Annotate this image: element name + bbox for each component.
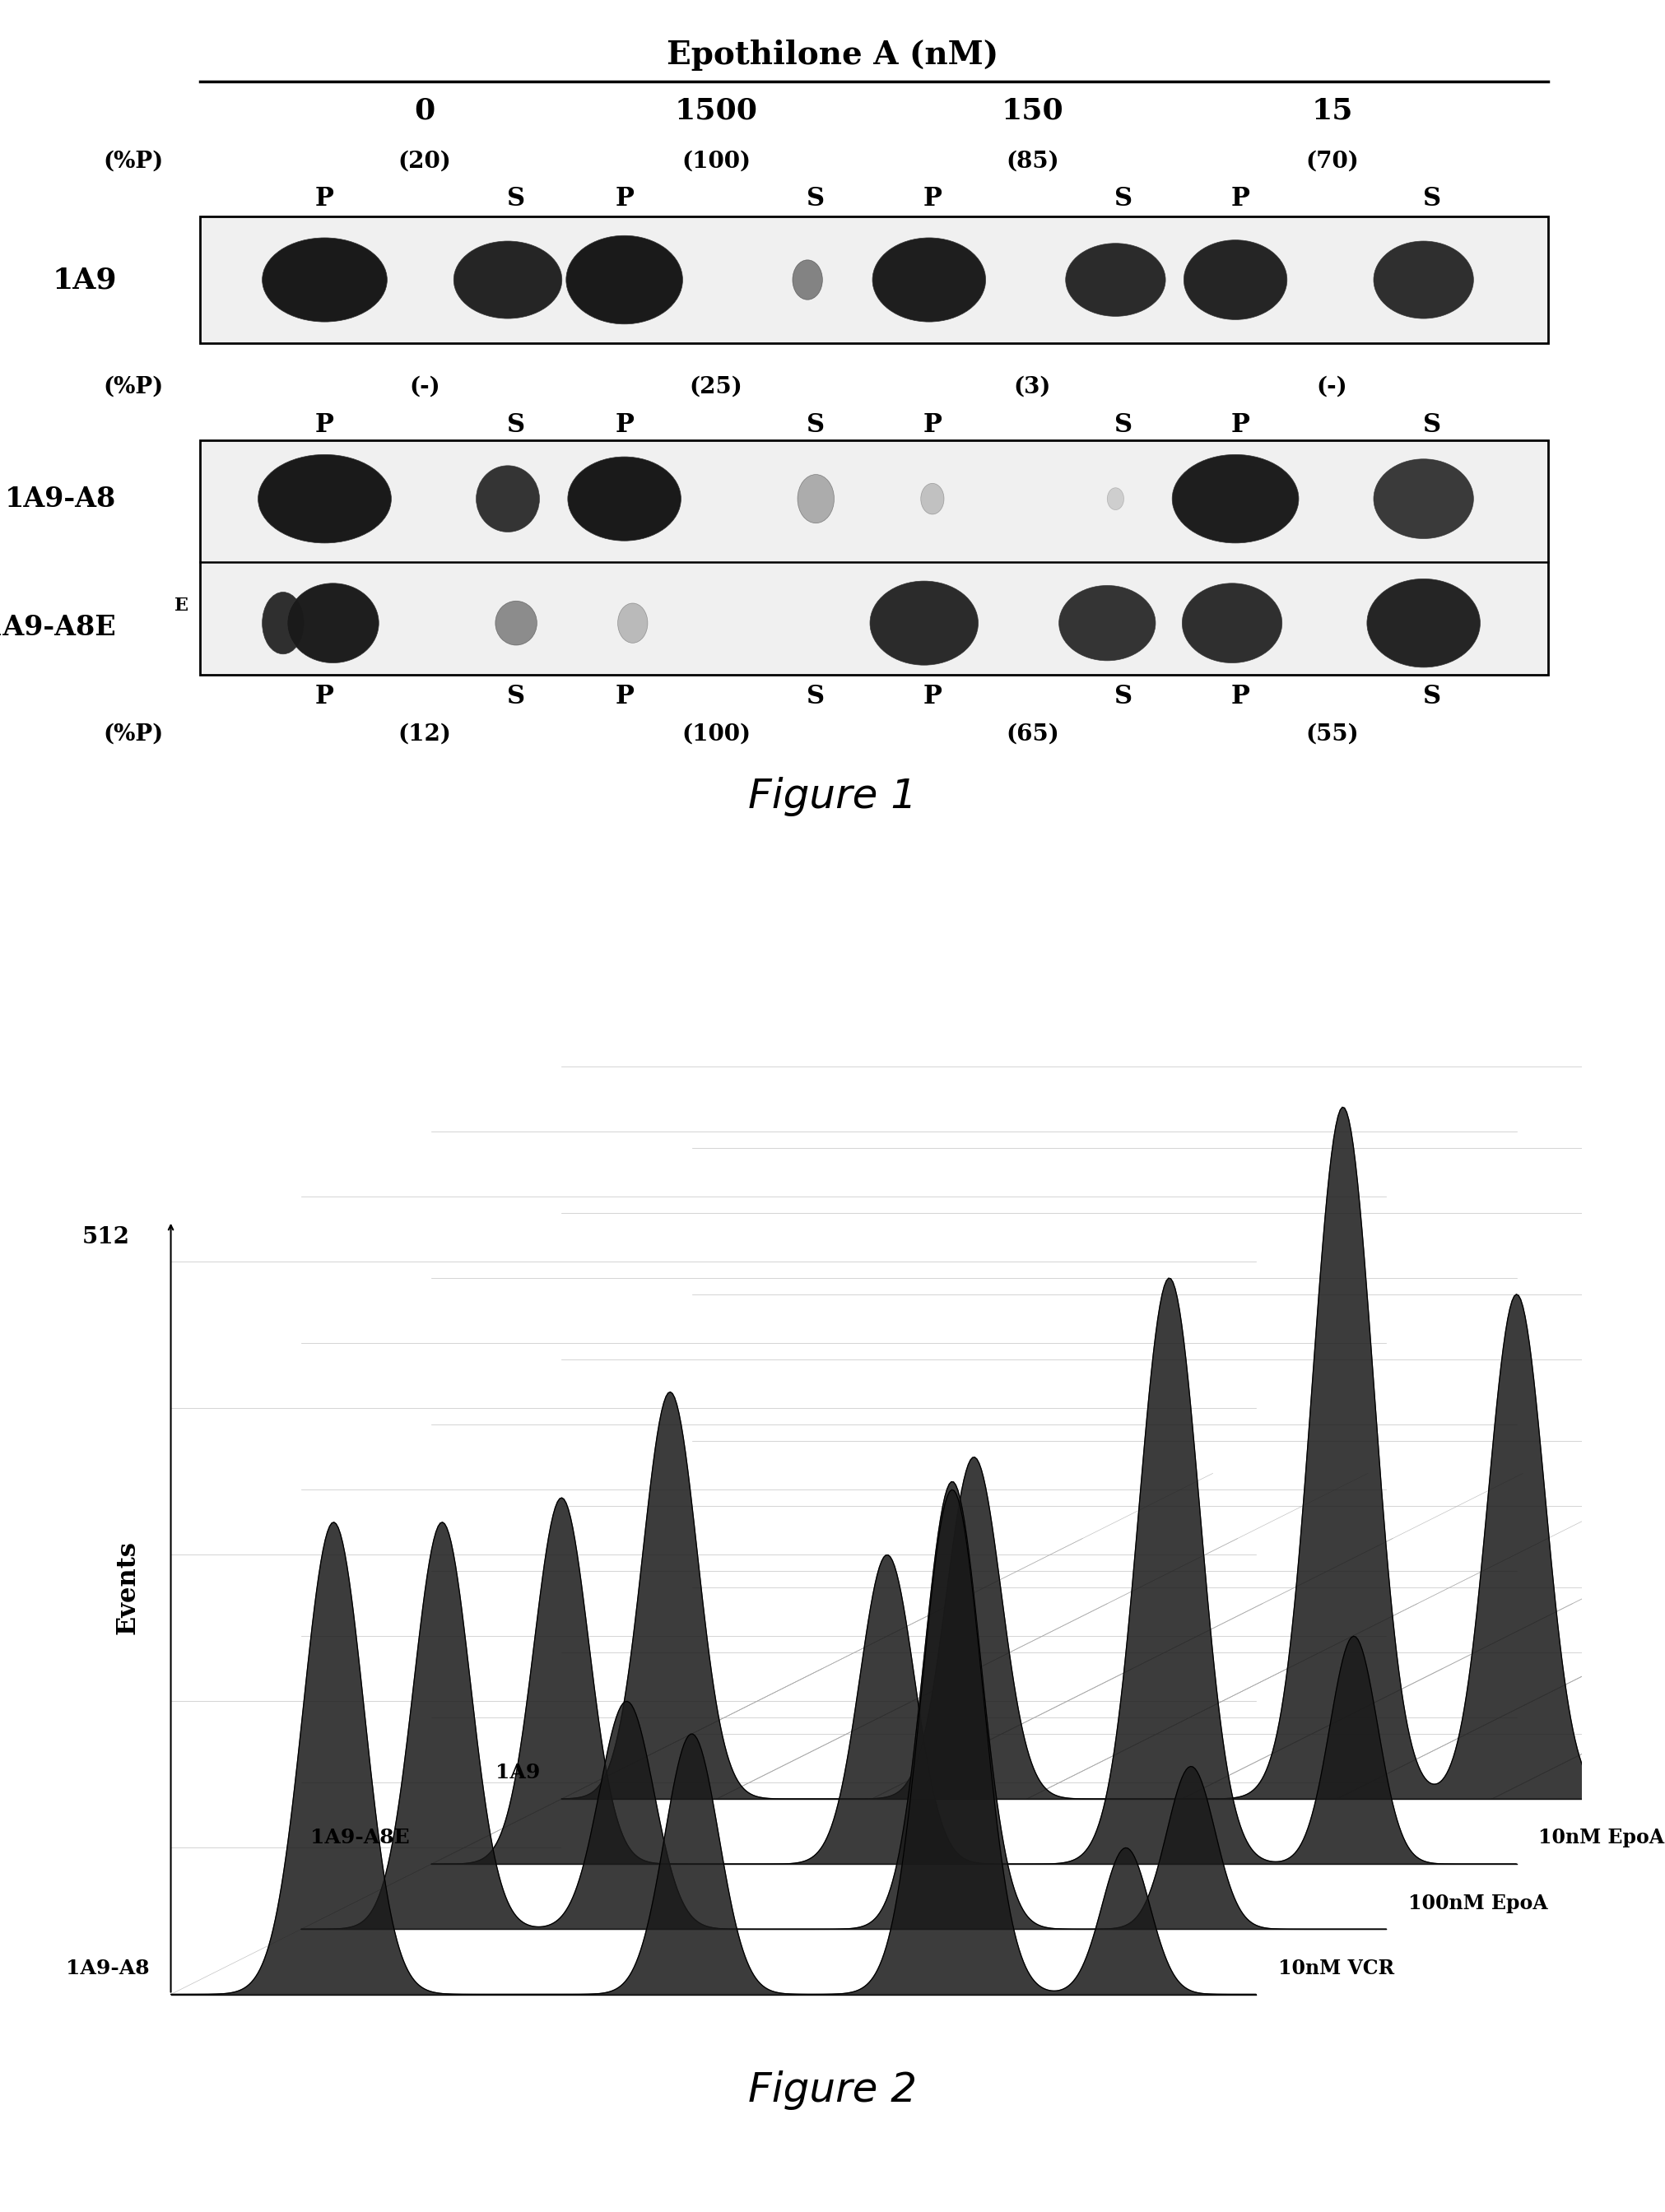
Polygon shape [561, 1108, 1647, 1798]
Text: P: P [922, 684, 942, 710]
Text: 1A9: 1A9 [495, 1763, 539, 1783]
Text: (-): (-) [410, 376, 440, 398]
Ellipse shape [1107, 489, 1124, 511]
Ellipse shape [261, 593, 303, 655]
Polygon shape [301, 1482, 1387, 1929]
Text: S: S [1116, 411, 1132, 438]
Text: (12): (12) [398, 723, 451, 745]
Text: S: S [508, 684, 524, 710]
Ellipse shape [793, 261, 823, 301]
Ellipse shape [1367, 580, 1480, 668]
Ellipse shape [1184, 241, 1287, 321]
Text: (%P): (%P) [103, 376, 163, 398]
Text: S: S [508, 186, 524, 212]
Ellipse shape [286, 584, 378, 664]
Text: E: E [175, 597, 188, 615]
Text: 1A9-A8: 1A9-A8 [5, 484, 117, 513]
Ellipse shape [568, 458, 681, 542]
Text: (%P): (%P) [103, 150, 163, 173]
Ellipse shape [1374, 241, 1474, 319]
Ellipse shape [258, 456, 391, 544]
Text: P: P [922, 186, 942, 212]
Text: Epothilone A (nM): Epothilone A (nM) [666, 40, 999, 71]
Text: Events: Events [115, 1540, 140, 1635]
Ellipse shape [495, 602, 536, 646]
Text: (85): (85) [1006, 150, 1059, 173]
Ellipse shape [618, 604, 648, 644]
Text: S: S [1116, 186, 1132, 212]
Polygon shape [561, 1798, 1647, 2075]
Text: (100): (100) [681, 723, 751, 745]
Text: (%P): (%P) [103, 723, 163, 745]
Text: 512: 512 [82, 1225, 130, 1248]
Text: 1A9-A8E: 1A9-A8E [0, 615, 117, 641]
Ellipse shape [476, 467, 539, 533]
Text: 0: 0 [415, 97, 435, 124]
Text: P: P [922, 411, 942, 438]
Text: S: S [1424, 186, 1440, 212]
Text: (25): (25) [689, 376, 743, 398]
Ellipse shape [871, 582, 977, 666]
Text: P: P [315, 411, 335, 438]
Text: 10nM VCR: 10nM VCR [1277, 1958, 1394, 1978]
Text: 100nM EpoA: 100nM EpoA [1409, 1893, 1548, 1913]
Ellipse shape [798, 476, 834, 524]
Text: S: S [1116, 684, 1132, 710]
Text: P: P [315, 684, 335, 710]
Ellipse shape [1182, 584, 1282, 664]
Text: (100): (100) [681, 150, 751, 173]
Polygon shape [301, 1929, 1387, 2075]
Text: P: P [315, 186, 335, 212]
Polygon shape [431, 1865, 1517, 2075]
Text: (3): (3) [1014, 376, 1051, 398]
Text: S: S [808, 186, 824, 212]
Text: 1A9-A8E: 1A9-A8E [310, 1827, 410, 1847]
Text: (65): (65) [1006, 723, 1059, 745]
Text: (-): (-) [1317, 376, 1347, 398]
Text: S: S [1424, 684, 1440, 710]
Ellipse shape [921, 484, 944, 515]
Text: 1A9: 1A9 [52, 265, 117, 294]
Text: S: S [808, 411, 824, 438]
Text: P: P [1230, 684, 1250, 710]
Ellipse shape [872, 239, 986, 323]
Text: Figure 2: Figure 2 [748, 2070, 917, 2110]
Text: P: P [614, 411, 634, 438]
Ellipse shape [566, 237, 683, 325]
Polygon shape [171, 1995, 1255, 2075]
Text: P: P [1230, 186, 1250, 212]
Text: (55): (55) [1305, 723, 1359, 745]
Text: 15: 15 [1312, 97, 1352, 124]
Bar [200, 217, 1548, 343]
Text: 150: 150 [1001, 97, 1064, 124]
Polygon shape [431, 1279, 1517, 1865]
Bar [200, 440, 1548, 675]
Text: P: P [614, 684, 634, 710]
Text: P: P [1230, 411, 1250, 438]
Text: 1A9-A8: 1A9-A8 [65, 1958, 150, 1978]
Ellipse shape [261, 239, 386, 323]
Text: Figure 1: Figure 1 [748, 776, 917, 816]
Text: 1500: 1500 [674, 97, 758, 124]
Text: 10nM EpoA: 10nM EpoA [1538, 1827, 1665, 1847]
Text: S: S [508, 411, 524, 438]
Ellipse shape [1059, 586, 1156, 661]
Text: (20): (20) [398, 150, 451, 173]
Text: S: S [1424, 411, 1440, 438]
Text: (70): (70) [1305, 150, 1359, 173]
Polygon shape [171, 1489, 1255, 1995]
Ellipse shape [1374, 460, 1474, 540]
Text: S: S [808, 684, 824, 710]
Ellipse shape [1172, 456, 1299, 544]
Text: P: P [614, 186, 634, 212]
Ellipse shape [453, 241, 561, 319]
Ellipse shape [1066, 243, 1165, 316]
